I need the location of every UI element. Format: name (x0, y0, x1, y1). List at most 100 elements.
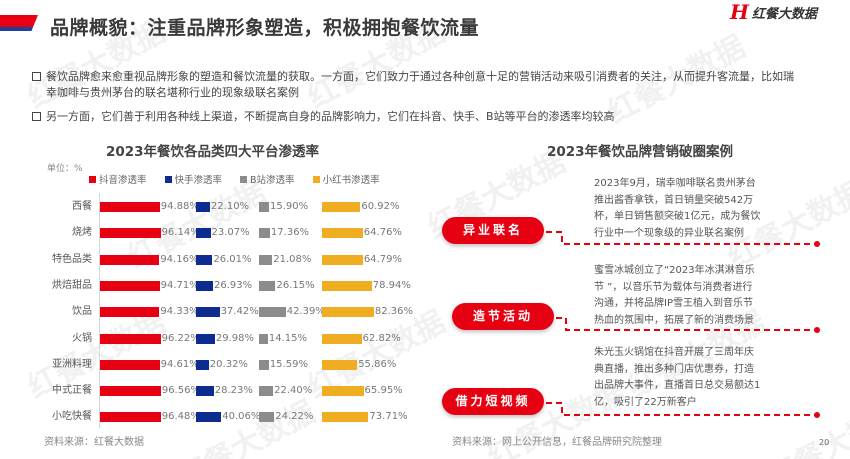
bar-value-label: 15.90% (270, 201, 309, 212)
bar-value-label: 96.14% (161, 227, 200, 239)
bar-xiaohongshu (322, 228, 363, 239)
chart-row: 烘焙甜品 94.71% 26.93% 26.15% 78.94% (0, 279, 425, 293)
bar-bilibili (259, 386, 274, 397)
bar-value-label: 94.33% (160, 306, 199, 318)
bar-kuaishou (196, 412, 222, 423)
cases-title: 2023年餐饮品牌营销破圈案例 (546, 144, 734, 160)
bar-value-label: 26.01% (213, 253, 252, 265)
case-tag-short-video: 借力短视频 (442, 388, 544, 415)
bar-douyin (100, 228, 161, 239)
bullet-item: 餐饮品牌愈来愈重视品牌形象的塑造和餐饮流量的获取。一方面，它们致力于通过各种创意… (32, 69, 802, 101)
case-line: 典直播，推出多种门店优惠券，打造 (594, 363, 754, 375)
bar-value-label: 64.79% (363, 253, 402, 265)
chart-legend: 抖音渗透率 快手渗透率 B站渗透率 小红书渗透率 (89, 172, 380, 186)
legend-item: 快手渗透率 (164, 172, 223, 186)
bar-xiaohongshu (322, 202, 361, 212)
bar-value-label: 64.76% (363, 227, 402, 239)
chart-row: 亚洲料理 94.61% 20.32% 15.59% 55.86% (0, 358, 425, 372)
chart-axis-line (99, 193, 100, 428)
legend-swatch-icon (240, 175, 248, 183)
bar-douyin (100, 412, 161, 423)
bar-xiaohongshu (322, 254, 363, 265)
category-label: 小吃快餐 (52, 411, 92, 423)
bar-value-label: 94.16% (160, 253, 199, 265)
brand-logo: H 红餐大数据 (730, 0, 817, 24)
bar-value-label: 14.15% (268, 332, 308, 344)
case-line: 热血的氛围中，拓展了新的消费场景 (594, 314, 754, 326)
bar-value-label: 42.39% (286, 306, 325, 318)
logo-text: 红餐大数据 (751, 6, 817, 22)
bar-value-label: 17.36% (270, 227, 310, 239)
case-connector-2 (556, 317, 820, 333)
bar-xiaohongshu (322, 386, 364, 397)
bar-value-label: 65.95% (364, 385, 403, 397)
bar-value-label: 94.71% (160, 279, 199, 291)
chart-row: 烧烤 96.14% 23.07% 17.36% 64.76% (0, 226, 425, 240)
bar-douyin (100, 386, 161, 397)
chart-row: 小吃快餐 96.48% 40.06% 24.22% 73.71% (0, 410, 425, 424)
category-label: 亚洲料理 (52, 358, 92, 370)
bullet-text: 另一方面，它们善于利用各种线上渠道，不断提高自身的品牌影响力，它们在抖音、快手、… (46, 110, 615, 123)
bar-value-label: 24.22% (275, 411, 314, 423)
bar-value-label: 28.23% (214, 385, 253, 397)
bar-bilibili (259, 254, 273, 265)
legend-swatch-icon (89, 175, 96, 183)
case-line: 亿，吸引了22万新客户 (594, 396, 697, 408)
case-line: 2023年9月，瑞幸咖啡联名贵州茅台 (594, 178, 756, 189)
bar-xiaohongshu (322, 280, 372, 291)
legend-item: 小红书渗透率 (312, 172, 380, 186)
page-number: 20 (819, 438, 830, 447)
page-title: 品牌概貌：注重品牌形象塑造，积极拥抱餐饮流量 (50, 17, 480, 39)
bar-value-label: 40.06% (222, 411, 261, 423)
case-text-3: 朱光玉火锅馆在抖音开展了三周年庆 典直播，推出多种门店优惠券，打造 出品牌大事件… (594, 345, 769, 411)
legend-swatch-icon (164, 175, 172, 183)
legend-label: 小红书渗透率 (322, 175, 380, 186)
bar-bilibili (259, 228, 270, 239)
bar-kuaishou (196, 254, 213, 265)
bar-value-label: 55.86% (358, 358, 397, 370)
category-label: 烘焙甜品 (52, 279, 92, 291)
bar-value-label: 29.98% (215, 332, 255, 344)
bullet-list: 餐饮品牌愈来愈重视品牌形象的塑造和餐饮流量的获取。一方面，它们致力于通过各种创意… (32, 69, 802, 133)
bar-value-label: 82.36% (374, 306, 414, 318)
bar-kuaishou (196, 333, 215, 344)
case-line: 出品牌大事件，直播首日总交易额达1 (594, 380, 761, 391)
bar-douyin (100, 254, 160, 265)
bullet-item: 另一方面，它们善于利用各种线上渠道，不断提高自身的品牌影响力，它们在抖音、快手、… (32, 109, 802, 125)
case-connector-3 (546, 402, 820, 418)
bar-value-label: 23.07% (211, 227, 250, 239)
bullet-square-icon (32, 72, 41, 81)
legend-swatch-icon (312, 175, 320, 183)
bar-value-label: 94.88% (160, 201, 199, 212)
bullet-square-icon (32, 112, 41, 121)
bar-value-label: 20.32% (209, 358, 248, 370)
case-line: 朱光玉火锅馆在抖音开展了三周年庆 (594, 347, 754, 358)
case-line: 推出酱香拿铁，首日销量突破542万 (594, 194, 754, 206)
bar-value-label: 26.15% (276, 279, 315, 291)
bar-value-label: 96.48% (161, 411, 200, 423)
bar-kuaishou (196, 280, 213, 291)
bar-bilibili (259, 359, 269, 370)
bar-value-label: 96.22% (161, 332, 200, 344)
bar-value-label: 22.40% (274, 385, 313, 397)
legend-label: 快手渗透率 (174, 175, 223, 186)
bar-douyin (100, 280, 160, 291)
category-label: 火锅 (72, 332, 92, 344)
category-label: 烧烤 (72, 227, 92, 239)
bar-value-label: 15.59% (269, 358, 308, 370)
case-connector-1 (546, 231, 820, 247)
bar-kuaishou (196, 386, 214, 397)
bar-bilibili (259, 412, 275, 423)
bar-kuaishou (196, 307, 220, 318)
bar-xiaohongshu (322, 333, 362, 344)
bar-kuaishou (196, 359, 209, 370)
case-line: 节 ”，以音乐节为载体与消费者进行 (594, 281, 753, 293)
bar-value-label: 96.56% (161, 385, 200, 397)
case-line: 蜜雪冰城创立了“2023年冰淇淋音乐 (594, 265, 755, 276)
bar-value-label: 94.61% (160, 358, 199, 370)
bar-xiaohongshu (322, 359, 358, 370)
bar-value-label: 73.71% (369, 411, 408, 423)
chart-title: 2023年餐饮各品类四大平台渗透率 (105, 144, 320, 160)
chart-row: 特色品类 94.16% 26.01% 21.08% 64.79% (0, 253, 425, 267)
bar-xiaohongshu (322, 307, 374, 318)
